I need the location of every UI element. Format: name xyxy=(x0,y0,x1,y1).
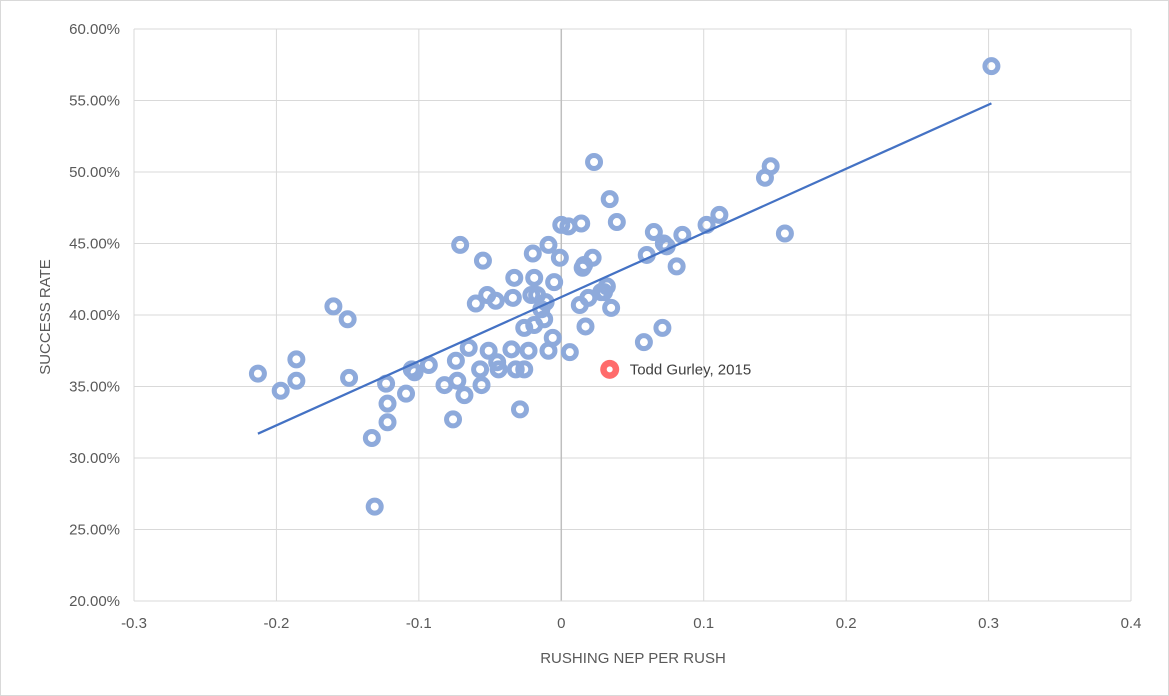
highlight-point-group: Todd Gurley, 2015 xyxy=(600,359,751,379)
y-tick-label: 30.00% xyxy=(69,450,120,467)
y-axis-title: SUCCESS RATE xyxy=(37,259,54,375)
data-point xyxy=(405,363,424,382)
data-point xyxy=(506,360,525,379)
trendline xyxy=(257,102,992,435)
y-tick-label: 55.00% xyxy=(69,93,120,110)
y-tick-label: 60.00% xyxy=(69,21,120,38)
y-tick-label: 40.00% xyxy=(69,307,120,324)
data-point xyxy=(982,57,1001,76)
data-point xyxy=(378,394,397,413)
data-point xyxy=(543,328,562,347)
y-tick-label: 50.00% xyxy=(69,164,120,181)
data-point xyxy=(444,410,463,429)
data-point xyxy=(502,340,521,359)
y-tick-label: 35.00% xyxy=(69,379,120,396)
data-point xyxy=(515,360,534,379)
data-point xyxy=(338,310,357,329)
x-axis-tick-labels: -0.3 -0.2 -0.1 0 0.1 0.2 0.3 0.4 xyxy=(121,615,1141,632)
x-tick-label: -0.3 xyxy=(121,615,147,632)
data-point xyxy=(583,248,602,267)
data-point xyxy=(572,214,591,233)
y-tick-label: 25.00% xyxy=(69,522,120,539)
data-points xyxy=(248,57,1001,516)
x-tick-label: -0.1 xyxy=(406,615,432,632)
data-point xyxy=(466,294,485,313)
data-point xyxy=(365,497,384,516)
data-point xyxy=(600,190,619,209)
x-tick-label: 0.3 xyxy=(978,615,999,632)
data-point xyxy=(397,384,416,403)
data-point xyxy=(473,251,492,270)
data-point xyxy=(653,318,672,337)
x-axis-title: RUSHING NEP PER RUSH xyxy=(540,650,726,667)
data-point xyxy=(287,371,306,390)
x-tick-label: 0.2 xyxy=(836,615,857,632)
data-point xyxy=(539,235,558,254)
data-point xyxy=(324,297,343,316)
data-point xyxy=(287,350,306,369)
data-point xyxy=(597,277,616,296)
data-point xyxy=(761,157,780,176)
gridlines xyxy=(133,28,1132,602)
data-point xyxy=(535,310,554,329)
data-point xyxy=(471,360,490,379)
data-point xyxy=(419,356,438,375)
data-point xyxy=(489,360,508,379)
y-axis-tick-labels: 20.00% 25.00% 30.00% 35.00% 40.00% 45.00% 50.0… xyxy=(69,21,120,610)
data-point xyxy=(710,205,729,224)
data-point xyxy=(602,298,621,317)
data-point xyxy=(455,386,474,405)
data-point xyxy=(644,223,663,242)
data-point xyxy=(505,268,524,287)
data-point xyxy=(576,317,595,336)
data-point xyxy=(585,152,604,171)
data-point xyxy=(525,268,544,287)
highlight-label: Todd Gurley, 2015 xyxy=(630,361,751,378)
data-point xyxy=(271,381,290,400)
data-point xyxy=(248,364,267,383)
data-point xyxy=(510,400,529,419)
y-tick-label: 20.00% xyxy=(69,593,120,610)
data-point xyxy=(340,368,359,387)
data-point xyxy=(503,288,522,307)
data-point xyxy=(634,333,653,352)
data-point xyxy=(451,235,470,254)
x-tick-label: 0.1 xyxy=(693,615,714,632)
x-tick-label: 0.4 xyxy=(1121,615,1142,632)
data-point xyxy=(446,351,465,370)
data-point xyxy=(523,244,542,263)
x-tick-label: -0.2 xyxy=(263,615,289,632)
y-tick-label: 45.00% xyxy=(69,236,120,253)
data-point xyxy=(362,428,381,447)
data-point xyxy=(459,338,478,357)
data-point xyxy=(519,341,538,360)
data-point xyxy=(775,224,794,243)
data-point xyxy=(667,257,686,276)
highlight-point-center xyxy=(606,366,613,373)
data-point xyxy=(448,371,467,390)
data-point xyxy=(560,343,579,362)
data-point xyxy=(545,273,564,292)
data-point xyxy=(479,341,498,360)
data-point xyxy=(486,291,505,310)
data-point xyxy=(607,213,626,232)
data-point xyxy=(378,413,397,432)
data-point xyxy=(472,376,491,395)
data-point xyxy=(550,248,569,267)
x-tick-label: 0 xyxy=(557,615,565,632)
